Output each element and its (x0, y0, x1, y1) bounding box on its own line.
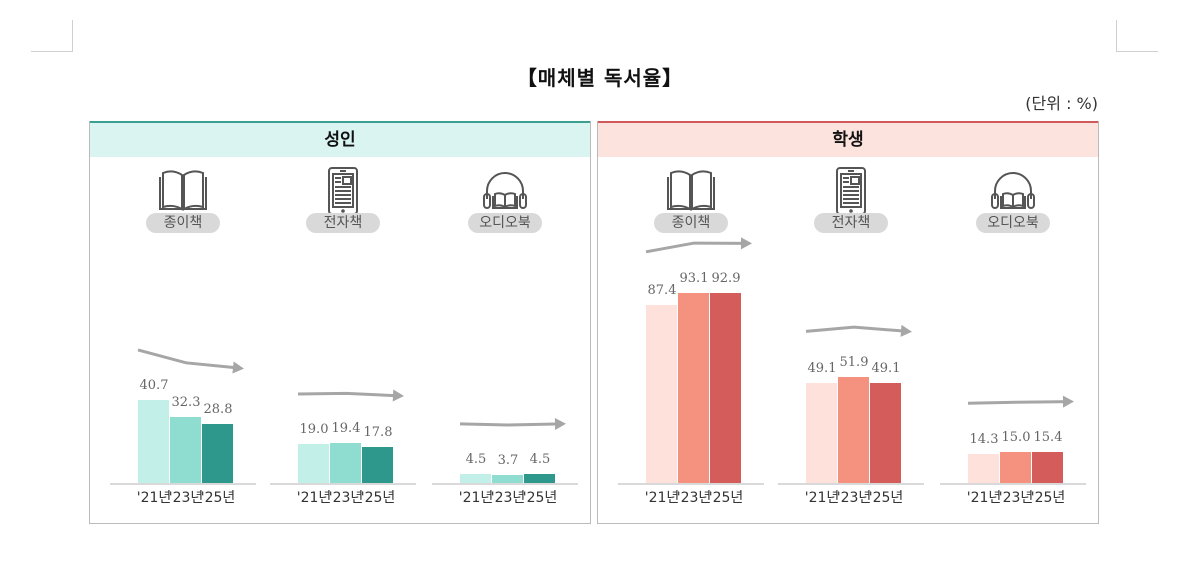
bar (806, 382, 837, 483)
value-label: 19.4 (331, 421, 361, 437)
bar (870, 382, 901, 483)
audiobook-headphones-icon (986, 167, 1040, 217)
x-tick-label: '21년 (804, 490, 840, 506)
crop-mark-right (1116, 20, 1158, 52)
value-label: 15.0 (1001, 430, 1031, 446)
unit-label: (단위 : %) (1025, 94, 1098, 113)
x-tick-label: '25년 (200, 490, 236, 506)
bar (838, 377, 869, 483)
x-tick-label: '25년 (522, 490, 558, 506)
x-tick-label: '25년 (1030, 490, 1066, 506)
bar (138, 399, 169, 483)
value-label: 3.7 (497, 453, 519, 469)
value-label: 87.4 (647, 282, 677, 298)
x-axis-line (940, 483, 1086, 485)
panel-adult: 성인 종이책 40.7 '21년 32.3 '23년 28.8 '25년 전자책 19.0 '21… (89, 121, 591, 524)
x-axis-line (432, 483, 578, 485)
bar-chart: 40.7 '21년 32.3 '23년 28.8 '25년 (100, 237, 266, 523)
value-label: 19.0 (299, 422, 329, 438)
bar (460, 473, 491, 483)
bar (1032, 451, 1063, 483)
value-label: 40.7 (139, 377, 169, 393)
value-label: 92.9 (711, 271, 741, 287)
bar-chart: 14.3 '21년 15.0 '23년 15.4 '25년 (930, 237, 1096, 523)
trend-arrow-icon (967, 395, 1074, 408)
bar (362, 446, 393, 483)
media-group: 전자책 19.0 '21년 19.4 '23년 17.8 '25년 (260, 157, 426, 523)
x-tick-label: '21년 (644, 490, 680, 506)
x-tick-label: '21년 (458, 490, 494, 506)
x-tick-label: '23년 (676, 490, 712, 506)
x-tick-label: '21년 (296, 490, 332, 506)
bar (968, 453, 999, 483)
bar (492, 475, 523, 483)
x-tick-label: '23년 (998, 490, 1034, 506)
x-tick-label: '23년 (490, 490, 526, 506)
media-group: 오디오북 4.5 '21년 3.7 '23년 4.5 '25년 (422, 157, 588, 523)
bar (678, 293, 709, 483)
bar-chart: 49.1 '21년 51.9 '23년 49.1 '25년 (768, 237, 934, 523)
bar (202, 424, 233, 483)
bar-chart: 87.4 '21년 93.1 '23년 92.9 '25년 (608, 237, 774, 523)
bar (170, 417, 201, 483)
x-axis-line (110, 483, 256, 485)
x-tick-label: '21년 (966, 490, 1002, 506)
bar (710, 293, 741, 483)
value-label: 32.3 (171, 395, 201, 411)
trend-arrow-icon (805, 324, 912, 337)
panel-title: 성인 (90, 121, 590, 157)
trend-arrow-icon (645, 237, 752, 254)
panel-title: 학생 (598, 121, 1098, 157)
value-label: 14.3 (969, 431, 999, 447)
trend-arrow-icon (137, 348, 244, 374)
bar-chart: 4.5 '21년 3.7 '23년 4.5 '25년 (422, 237, 588, 523)
chart-title: 【매체별 독서율】 (516, 66, 684, 90)
x-axis-line (270, 483, 416, 485)
bar-chart: 19.0 '21년 19.4 '23년 17.8 '25년 (260, 237, 426, 523)
x-tick-label: '25년 (868, 490, 904, 506)
crop-mark-left (31, 20, 73, 52)
x-axis-line (778, 483, 924, 485)
bar (646, 304, 677, 483)
x-tick-label: '25년 (360, 490, 396, 506)
media-label: 종이책 (146, 213, 220, 233)
audiobook-headphones-icon (478, 167, 532, 217)
x-tick-label: '23년 (168, 490, 204, 506)
value-label: 4.5 (529, 451, 551, 467)
media-group: 종이책 40.7 '21년 32.3 '23년 28.8 '25년 (100, 157, 266, 523)
panel-student: 학생 종이책 87.4 '21년 93.1 '23년 92.9 '25년 전자책 49.1 '21… (597, 121, 1099, 524)
media-group: 오디오북 14.3 '21년 15.0 '23년 15.4 '25년 (930, 157, 1096, 523)
x-axis-line (618, 483, 764, 485)
media-label: 오디오북 (468, 213, 542, 233)
x-tick-label: '21년 (136, 490, 172, 506)
x-tick-label: '23년 (328, 490, 364, 506)
media-group: 전자책 49.1 '21년 51.9 '23년 49.1 '25년 (768, 157, 934, 523)
trend-arrow-icon (297, 389, 404, 402)
bar (1000, 452, 1031, 483)
ebook-tablet-icon (316, 167, 370, 217)
media-label: 오디오북 (976, 213, 1050, 233)
value-label: 51.9 (839, 355, 869, 371)
book-icon (664, 167, 718, 217)
value-label: 93.1 (679, 271, 709, 287)
value-label: 17.8 (363, 424, 393, 440)
bar (298, 444, 329, 483)
media-label: 전자책 (814, 213, 888, 233)
media-label: 종이책 (654, 213, 728, 233)
bar (330, 443, 361, 483)
trend-arrow-icon (459, 417, 566, 430)
media-group: 종이책 87.4 '21년 93.1 '23년 92.9 '25년 (608, 157, 774, 523)
x-tick-label: '23년 (836, 490, 872, 506)
value-label: 49.1 (871, 360, 901, 376)
value-label: 4.5 (465, 451, 487, 467)
value-label: 28.8 (203, 402, 233, 418)
value-label: 49.1 (807, 360, 837, 376)
ebook-tablet-icon (824, 167, 878, 217)
x-tick-label: '25년 (708, 490, 744, 506)
book-icon (156, 167, 210, 217)
value-label: 15.4 (1033, 429, 1063, 445)
media-label: 전자책 (306, 213, 380, 233)
bar (524, 473, 555, 483)
